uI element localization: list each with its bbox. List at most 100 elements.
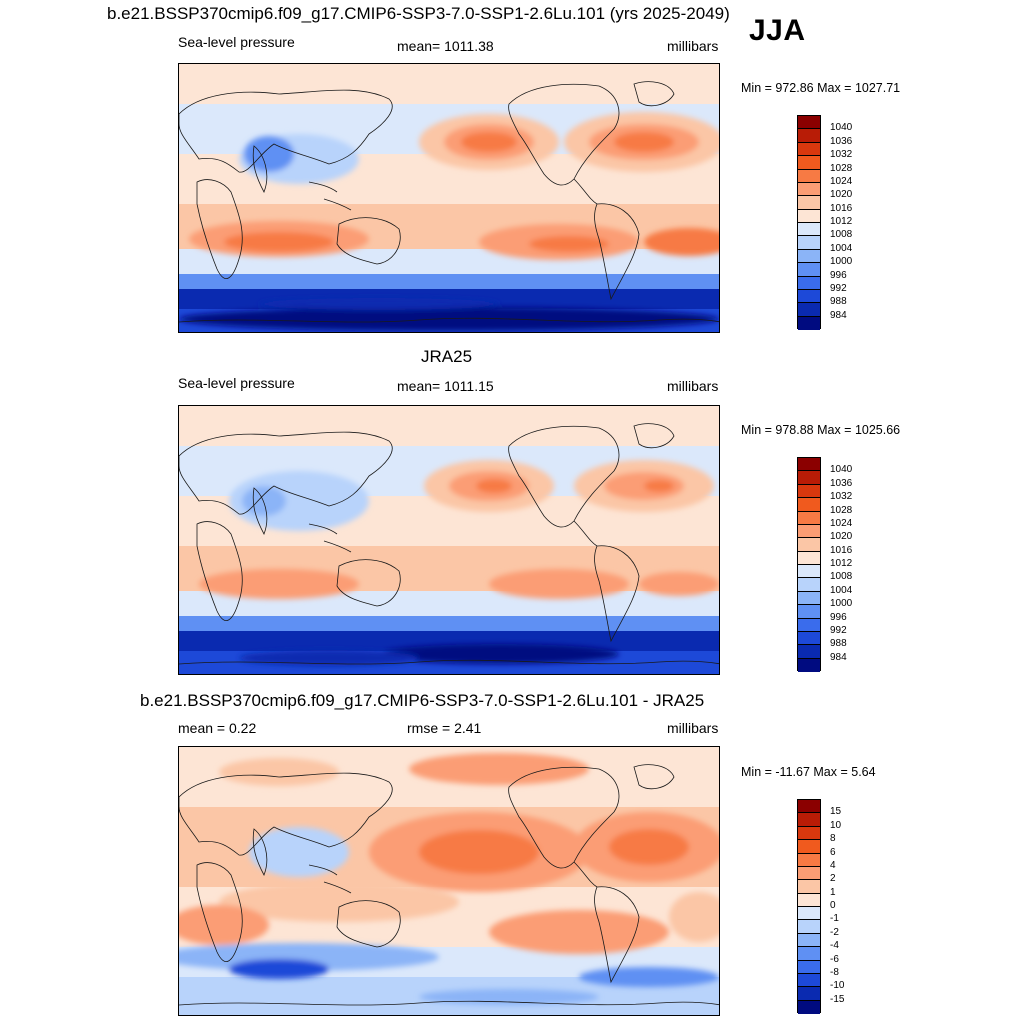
colorbar-swatch: [798, 605, 820, 619]
colorbar-swatch: [798, 866, 820, 881]
colorbar-tick-label: 1032: [830, 491, 853, 503]
colorbar-tick-label: -4: [830, 940, 839, 952]
colorbar-swatch: [798, 947, 820, 961]
colorbar-tick-label: 1040: [830, 122, 853, 134]
panel1-map: [178, 63, 720, 333]
colorbar-swatch: [798, 658, 820, 672]
colorbar-swatch: [798, 551, 820, 565]
colorbar-swatch: [798, 920, 820, 934]
colorbar-swatch: [798, 129, 820, 143]
colorbar-swatch: [798, 960, 820, 974]
colorbar-swatch: [798, 289, 820, 304]
panel2-mean-label: mean= 1011.15: [397, 378, 494, 394]
panel2-units-label: millibars: [667, 378, 719, 394]
colorbar-tick-label: 15: [830, 806, 842, 818]
panel2-variable-label: Sea-level pressure: [178, 375, 295, 391]
colorbar-tick-label: 996: [830, 269, 847, 281]
colorbar-swatch: [798, 169, 820, 183]
colorbar-swatch: [798, 880, 820, 894]
colorbar-swatch: [798, 893, 820, 907]
colorbar-tick-label: -2: [830, 926, 839, 938]
colorbar-tick-label: -6: [830, 953, 839, 965]
colorbar-tick-label: 1040: [830, 464, 853, 476]
colorbar-tick-label: 1016: [830, 202, 853, 214]
colorbar-swatch: [798, 578, 820, 592]
panel3-title: b.e21.BSSP370cmip6.f09_g17.CMIP6-SSP3-7.…: [140, 691, 705, 710]
panel1-variable-label: Sea-level pressure: [178, 34, 295, 50]
colorbar-tick-label: 0: [830, 900, 836, 911]
colorbar-tick-label: 1004: [830, 242, 853, 254]
colorbar-tick-label: -15: [830, 993, 845, 1005]
colorbar-tick-label: 1024: [830, 517, 853, 529]
colorbar-swatch: [798, 196, 820, 210]
colorbar-swatch: [798, 800, 820, 814]
colorbar-swatch: [798, 484, 820, 499]
panel3-map: [178, 746, 720, 1016]
colorbar-swatch: [798, 316, 820, 330]
colorbar-tick-label: 2: [830, 873, 836, 885]
colorbar-swatch: [798, 618, 820, 632]
colorbar-tick-label: 1004: [830, 584, 853, 596]
panel3-colorbar: [797, 799, 821, 1014]
colorbar-tick-label: 988: [830, 638, 847, 650]
colorbar-swatch: [798, 236, 820, 250]
panel2-minmax: Min = 978.88 Max = 1025.66: [741, 423, 901, 437]
colorbar-swatch: [798, 511, 820, 525]
colorbar-tick-label: 10: [830, 819, 842, 831]
colorbar-swatch: [798, 591, 820, 606]
colorbar-tick-label: 1008: [830, 571, 853, 583]
colorbar-swatch: [798, 973, 820, 988]
colorbar-tick-label: 1: [830, 886, 836, 898]
colorbar-swatch: [798, 840, 820, 854]
colorbar-swatch: [798, 933, 820, 948]
colorbar-tick-label: 992: [830, 282, 847, 294]
colorbar-swatch: [798, 645, 820, 659]
colorbar-tick-label: -8: [830, 966, 839, 978]
colorbar-swatch: [798, 987, 820, 1001]
panel3-units-label: millibars: [667, 720, 719, 736]
colorbar-tick-label: 1016: [830, 544, 853, 556]
panel2-colorbar: [797, 457, 821, 672]
colorbar-tick-label: 984: [830, 651, 847, 663]
colorbar-swatch: [798, 471, 820, 485]
colorbar-swatch: [798, 498, 820, 512]
colorbar-tick-label: 8: [830, 833, 836, 845]
colorbar-swatch: [798, 263, 820, 277]
colorbar-swatch: [798, 156, 820, 170]
panel1-title: b.e21.BSSP370cmip6.f09_g17.CMIP6-SSP3-7.…: [107, 4, 730, 23]
colorbar-swatch: [798, 538, 820, 552]
colorbar-tick-label: 1012: [830, 558, 853, 569]
colorbar-tick-label: 1020: [830, 531, 853, 543]
colorbar-tick-label: 992: [830, 624, 847, 636]
colorbar-tick-label: 1024: [830, 175, 853, 187]
colorbar-swatch: [798, 1000, 820, 1014]
colorbar-swatch: [798, 826, 820, 841]
colorbar-tick-label: 1036: [830, 477, 853, 489]
colorbar-tick-label: -10: [830, 980, 845, 992]
colorbar-tick-label: 1028: [830, 162, 853, 174]
panel1-units-label: millibars: [667, 38, 719, 54]
colorbar-tick-label: 1000: [830, 256, 853, 268]
colorbar-swatch: [798, 631, 820, 646]
colorbar-tick-label: 988: [830, 296, 847, 308]
colorbar-tick-label: 1008: [830, 229, 853, 241]
colorbar-swatch: [798, 813, 820, 827]
colorbar-swatch: [798, 524, 820, 539]
panel2-map: [178, 405, 720, 675]
colorbar-tick-label: 1000: [830, 598, 853, 610]
colorbar-tick-label: 1032: [830, 149, 853, 161]
panel1-mean-label: mean= 1011.38: [397, 38, 494, 54]
season-label: JJA: [749, 14, 806, 47]
colorbar-swatch: [798, 565, 820, 579]
colorbar-swatch: [798, 182, 820, 197]
panel3-mean-label: mean = 0.22: [178, 720, 257, 736]
colorbar-tick-label: 6: [830, 846, 836, 858]
colorbar-swatch: [798, 853, 820, 867]
colorbar-tick-label: 1012: [830, 216, 853, 227]
colorbar-swatch: [798, 209, 820, 223]
colorbar-tick-label: 1028: [830, 504, 853, 516]
panel3-rmse-label: rmse = 2.41: [407, 720, 482, 736]
colorbar-tick-label: 996: [830, 611, 847, 623]
colorbar-tick-label: 1036: [830, 135, 853, 147]
colorbar-swatch: [798, 142, 820, 157]
